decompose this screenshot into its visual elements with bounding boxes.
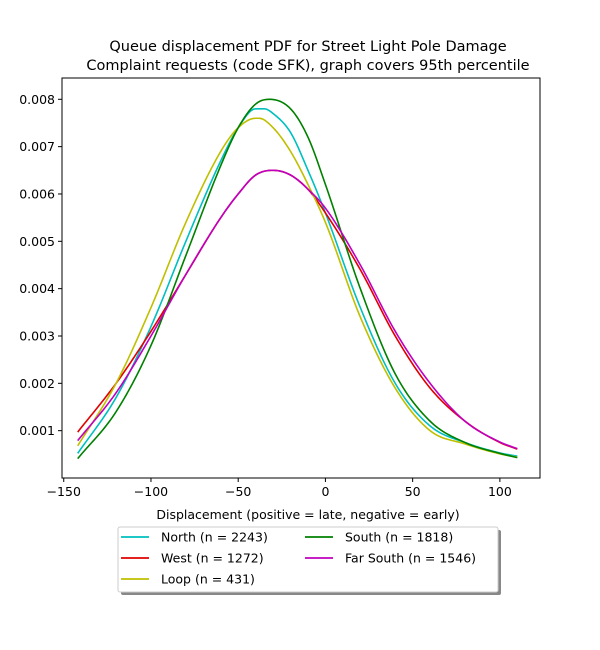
x-axis-label: Displacement (positive = late, negative … — [156, 507, 459, 522]
legend-label: North (n = 2243) — [161, 530, 268, 545]
y-tick-label: 0.008 — [19, 92, 55, 107]
x-tick-label: 100 — [488, 484, 512, 499]
y-tick-label: 0.002 — [19, 376, 55, 391]
x-tick-label: 0 — [321, 484, 329, 499]
chart-title-line-1: Queue displacement PDF for Street Light … — [109, 39, 506, 55]
legend-label: West (n = 1272) — [161, 551, 264, 566]
x-tick-label: −150 — [47, 484, 81, 499]
series-line-5 — [77, 169, 518, 450]
x-tick-label: −100 — [134, 484, 168, 499]
y-tick-label: 0.003 — [19, 328, 55, 343]
legend-label: Loop (n = 431) — [161, 572, 255, 587]
series-line-4 — [77, 98, 518, 460]
legend-box — [117, 526, 499, 593]
y-tick-label: 0.006 — [19, 186, 55, 201]
x-axis: −150 −100 −50 0 50 100 — [47, 478, 512, 499]
x-tick-label: −50 — [225, 484, 251, 499]
series-line-1 — [77, 107, 518, 458]
legend: North (n = 2243) West (n = 1272) Loop (n =… — [117, 526, 501, 595]
series-group — [77, 98, 518, 460]
y-tick-label: 0.004 — [19, 281, 55, 296]
y-tick-label: 0.001 — [19, 423, 55, 438]
legend-label: Far South (n = 1546) — [345, 551, 476, 566]
y-tick-label: 0.007 — [19, 139, 55, 154]
y-tick-label: 0.005 — [19, 234, 55, 249]
legend-label: South (n = 1818) — [345, 530, 453, 545]
plot-area-frame — [61, 77, 541, 479]
x-tick-label: 50 — [405, 484, 421, 499]
series-line-3 — [77, 117, 518, 458]
chart-title-line-2: Complaint requests (code SFK), graph cov… — [86, 58, 529, 74]
y-axis: 0.001 0.002 0.003 0.004 0.005 0.006 0.007 0.008 — [19, 92, 62, 438]
